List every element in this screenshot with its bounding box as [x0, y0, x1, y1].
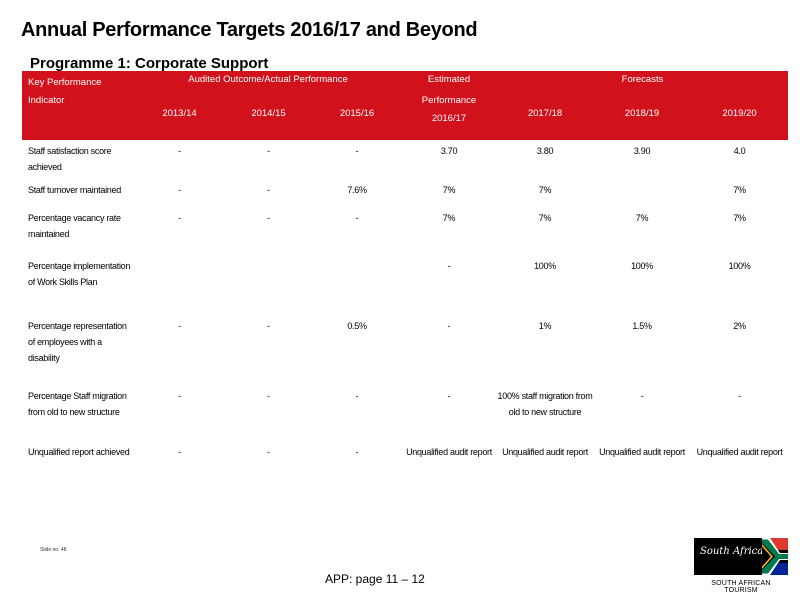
value-cell: 7% [442, 185, 456, 195]
header-year: 2013/14 [135, 92, 224, 140]
kpi-cell: Staff satisfaction score achieved [28, 146, 112, 172]
kpi-cell: Unqualified report achieved [28, 447, 130, 457]
value-cell: 3.90 [633, 146, 651, 156]
value-cell: 7% [442, 213, 456, 223]
value-cell: 2% [733, 321, 746, 331]
value-cell: Unqualified audit report [502, 447, 588, 457]
header-kpi: Key Performance Indicator [22, 71, 135, 140]
value-cell: - [267, 447, 270, 457]
table-row: Percentage vacancy rate maintained - - -… [22, 210, 788, 258]
value-cell: 100% [631, 261, 653, 271]
value-cell: - [178, 447, 181, 457]
value-cell [313, 258, 401, 318]
value-cell: - [178, 185, 181, 195]
value-cell: 7% [635, 213, 649, 223]
value-cell: 7.6% [347, 185, 367, 195]
value-cell: 100% [728, 261, 751, 271]
value-cell: - [640, 391, 644, 401]
kpi-cell: Staff turnover maintained [28, 185, 121, 195]
value-cell: 7% [538, 185, 552, 195]
kpi-cell: Percentage vacancy rate maintained [28, 213, 121, 239]
value-cell: - [267, 185, 270, 195]
header-estimated: Estimated [401, 71, 497, 92]
programme-subtitle: Programme 1: Corporate Support [30, 55, 269, 72]
value-cell: Unqualified audit report [696, 447, 783, 457]
value-cell: 1.5% [632, 321, 652, 331]
table-row: Percentage implementation of Work Skills… [22, 258, 788, 318]
value-cell: - [267, 391, 270, 401]
slide-number: Slide no. 48 [40, 547, 67, 553]
header-year: 2018/19 [593, 92, 691, 140]
header-year: 2017/18 [497, 92, 593, 140]
value-cell: 7% [538, 213, 552, 223]
table-row: Staff turnover maintained - - 7.6% 7% 7%… [22, 178, 788, 210]
value-cell: 4.0 [733, 146, 746, 156]
targets-table-container: Key Performance Indicator Audited Outcome… [22, 71, 788, 484]
table-row: Unqualified report achieved - - - Unqual… [22, 444, 788, 484]
table-row: Staff satisfaction score achieved - - - … [22, 140, 788, 178]
header-year: 2014/15 [224, 92, 313, 140]
value-cell: 7% [733, 185, 746, 195]
header-audited: Audited Outcome/Actual Performance [135, 71, 401, 92]
header-year: 2015/16 [313, 92, 401, 140]
value-cell: - [178, 391, 181, 401]
logo-text: South Africa [700, 546, 764, 557]
page-label: APP: page 11 – 12 [325, 572, 425, 586]
south-africa-logo: South Africa [694, 538, 788, 575]
value-cell: Unqualified audit report [599, 447, 685, 457]
value-cell: 100% staff migration from old to new str… [497, 391, 593, 417]
value-cell: - [355, 213, 359, 223]
header-year: 2019/20 [691, 92, 788, 140]
value-cell [224, 258, 313, 318]
value-cell: - [738, 391, 741, 401]
kpi-cell: Percentage implementation of Work Skills… [28, 261, 131, 287]
value-cell: - [355, 146, 359, 156]
value-cell: 7% [733, 213, 746, 223]
table-row: Percentage representation of employees w… [22, 318, 788, 388]
value-cell: - [267, 146, 270, 156]
value-cell: - [355, 447, 359, 457]
header-forecasts: Forecasts [497, 71, 788, 92]
page-title: Annual Performance Targets 2016/17 and B… [21, 19, 478, 41]
table-row: Percentage Staff migration from old to n… [22, 388, 788, 444]
value-cell: 3.80 [536, 146, 554, 156]
value-cell: - [447, 261, 451, 271]
header-year-estimated: Performance 2016/17 [401, 92, 497, 140]
value-cell: - [355, 391, 359, 401]
value-cell: 0.5% [347, 321, 367, 331]
targets-table: Key Performance Indicator Audited Outcome… [22, 71, 788, 484]
value-cell [135, 258, 224, 318]
value-cell: Unqualified audit report [406, 447, 492, 457]
value-cell: - [447, 391, 451, 401]
value-cell [593, 178, 691, 210]
value-cell: - [447, 321, 451, 331]
kpi-cell: Percentage Staff migration from old to n… [28, 391, 127, 417]
value-cell: - [178, 213, 181, 223]
kpi-cell: Percentage representation of employees w… [28, 321, 127, 363]
flag-icon [762, 538, 788, 575]
value-cell: 1% [538, 321, 552, 331]
value-cell: - [267, 213, 270, 223]
value-cell: 100% [534, 261, 556, 271]
value-cell: - [178, 321, 181, 331]
value-cell: 3.70 [440, 146, 458, 156]
value-cell: - [267, 321, 270, 331]
value-cell: - [178, 146, 181, 156]
logo-caption: SOUTH AFRICAN TOURISM [711, 580, 771, 594]
